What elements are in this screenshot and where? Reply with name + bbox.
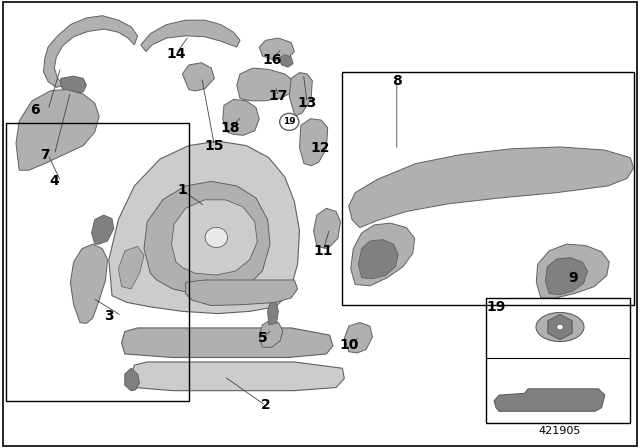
Text: 19: 19 bbox=[486, 300, 506, 314]
Polygon shape bbox=[278, 55, 293, 67]
Polygon shape bbox=[223, 99, 259, 135]
Polygon shape bbox=[314, 208, 340, 249]
Polygon shape bbox=[259, 38, 294, 60]
Polygon shape bbox=[268, 302, 278, 325]
Polygon shape bbox=[144, 181, 270, 295]
Text: 8: 8 bbox=[392, 73, 402, 88]
Text: 13: 13 bbox=[298, 96, 317, 110]
Polygon shape bbox=[358, 240, 398, 279]
Text: 1: 1 bbox=[177, 183, 188, 198]
Ellipse shape bbox=[536, 313, 584, 342]
Ellipse shape bbox=[557, 324, 563, 330]
Polygon shape bbox=[300, 119, 328, 166]
Text: 10: 10 bbox=[339, 338, 358, 352]
Polygon shape bbox=[118, 246, 144, 289]
Polygon shape bbox=[92, 215, 114, 244]
Ellipse shape bbox=[280, 113, 299, 130]
Text: 5: 5 bbox=[257, 331, 268, 345]
Polygon shape bbox=[548, 314, 572, 340]
Polygon shape bbox=[237, 68, 294, 101]
Polygon shape bbox=[16, 90, 99, 170]
Polygon shape bbox=[109, 141, 300, 314]
Text: 19: 19 bbox=[283, 117, 296, 126]
Text: 421905: 421905 bbox=[539, 426, 581, 436]
Text: 16: 16 bbox=[262, 53, 282, 68]
Text: 9: 9 bbox=[568, 271, 578, 285]
Polygon shape bbox=[182, 63, 214, 91]
Ellipse shape bbox=[205, 228, 228, 247]
Polygon shape bbox=[186, 280, 298, 306]
Polygon shape bbox=[141, 20, 240, 52]
Polygon shape bbox=[545, 258, 588, 295]
Polygon shape bbox=[494, 389, 605, 411]
Polygon shape bbox=[344, 323, 372, 353]
Polygon shape bbox=[44, 16, 138, 87]
Text: 17: 17 bbox=[269, 89, 288, 103]
Polygon shape bbox=[122, 328, 333, 358]
Text: 4: 4 bbox=[49, 174, 60, 189]
Polygon shape bbox=[349, 147, 634, 228]
Polygon shape bbox=[61, 76, 86, 94]
Text: 15: 15 bbox=[205, 138, 224, 153]
Text: 7: 7 bbox=[40, 147, 50, 162]
Polygon shape bbox=[259, 320, 283, 347]
Polygon shape bbox=[131, 362, 344, 391]
Polygon shape bbox=[351, 223, 415, 286]
Text: 2: 2 bbox=[260, 398, 271, 413]
Text: 18: 18 bbox=[221, 121, 240, 135]
Text: 14: 14 bbox=[166, 47, 186, 61]
Text: 6: 6 bbox=[30, 103, 40, 117]
Text: 11: 11 bbox=[314, 244, 333, 258]
Polygon shape bbox=[289, 73, 312, 116]
Polygon shape bbox=[172, 200, 257, 275]
Text: 12: 12 bbox=[310, 141, 330, 155]
Text: 3: 3 bbox=[104, 309, 114, 323]
Polygon shape bbox=[125, 368, 140, 391]
Polygon shape bbox=[70, 244, 108, 323]
Polygon shape bbox=[536, 244, 609, 298]
